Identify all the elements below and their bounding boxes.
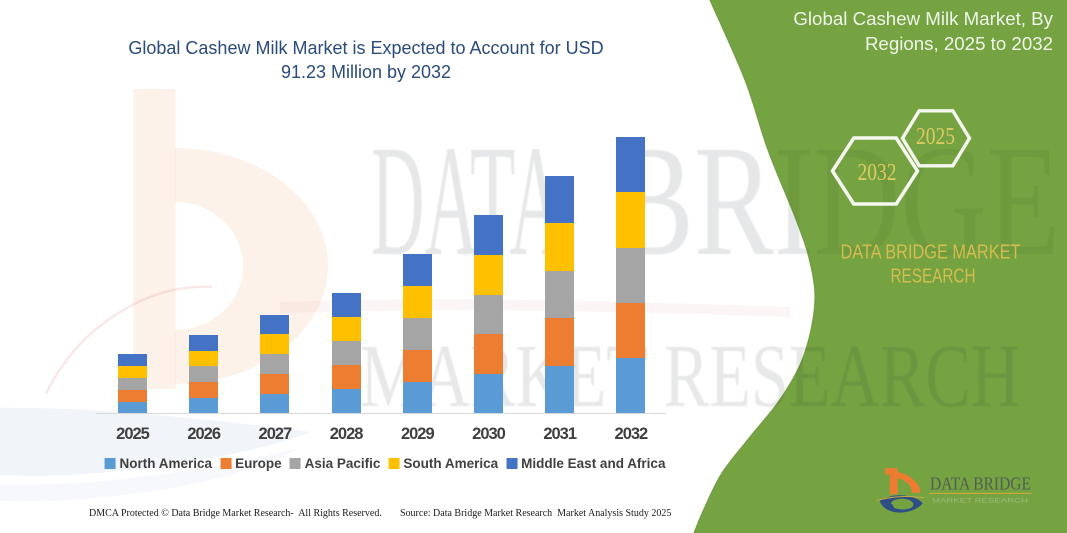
svg-text:2032: 2032	[858, 159, 897, 186]
svg-text:MARKET RESEARCH: MARKET RESEARCH	[360, 327, 1020, 426]
svg-text:MARKET RESEARCH: MARKET RESEARCH	[932, 499, 1028, 505]
svg-text:RESEARCH: RESEARCH	[891, 266, 976, 288]
svg-text:DATA BRIDGE: DATA BRIDGE	[930, 473, 1031, 493]
svg-text:DATA BRIDGE MARKET: DATA BRIDGE MARKET	[841, 242, 1021, 264]
svg-text:DATA: DATA	[371, 113, 563, 289]
svg-text:2025: 2025	[916, 123, 955, 150]
